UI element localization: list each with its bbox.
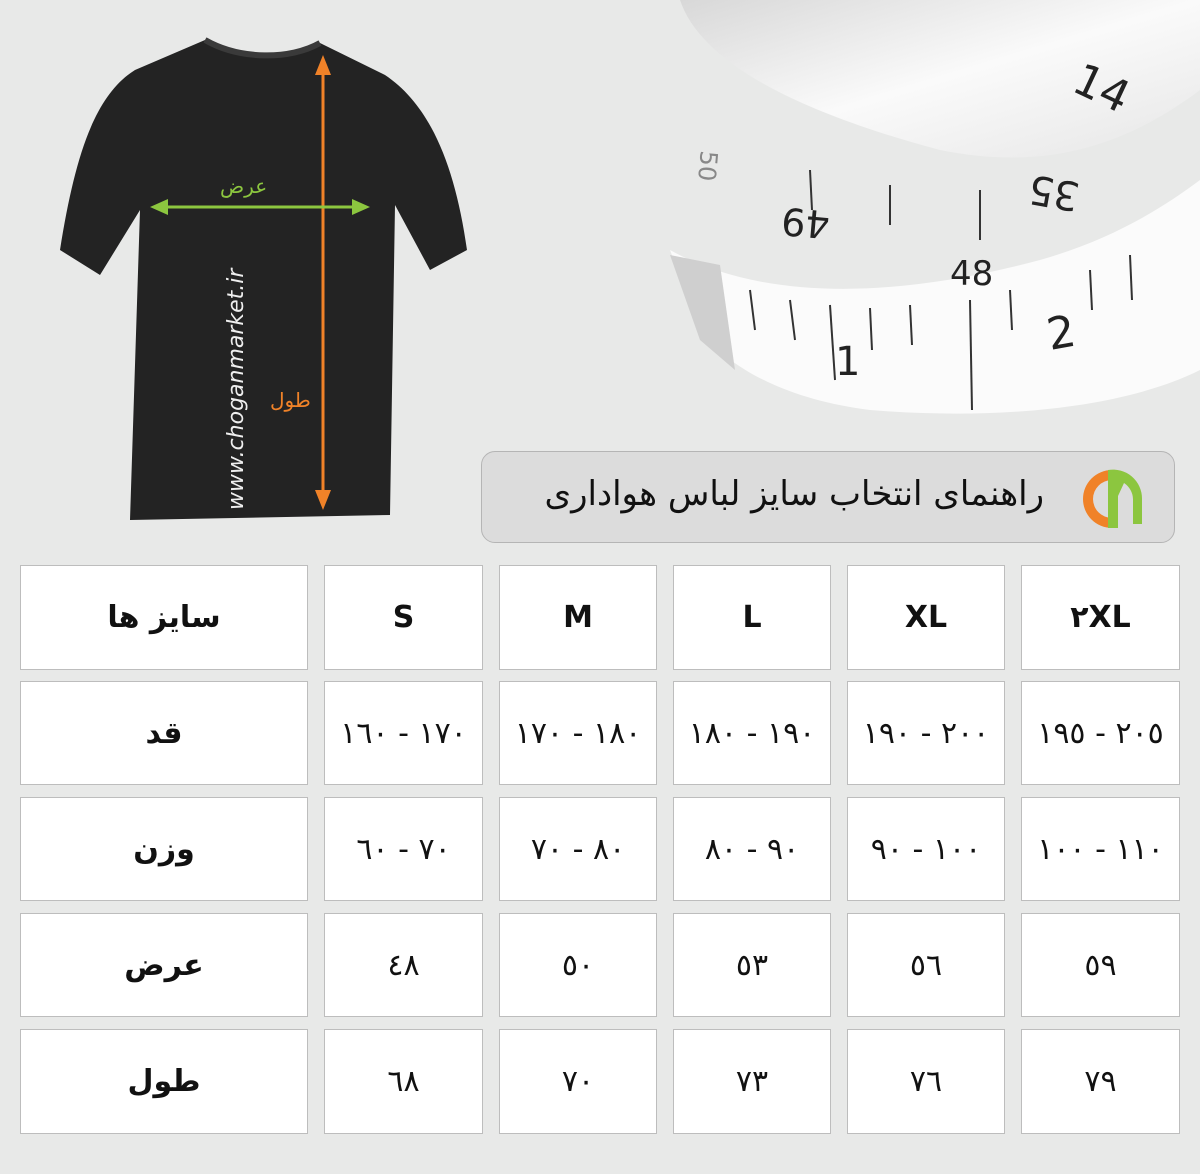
corner-header: سایز ها	[20, 565, 308, 670]
table-cell: ١٩٠ - ١٨٠	[673, 681, 831, 785]
table-cell: ٧٠ - ٦٠	[324, 797, 483, 901]
table-cell: ٨٠ - ٧٠	[499, 797, 657, 901]
row-label: قد	[20, 681, 308, 785]
table-cell: ٥٣	[673, 913, 831, 1017]
table-cell: ٥٩	[1021, 913, 1180, 1017]
length-label: طول	[270, 388, 311, 412]
tape-number: 50	[692, 150, 723, 183]
table-cell: ٩٠ - ٨٠	[673, 797, 831, 901]
table-cell: ٧٩	[1021, 1029, 1180, 1134]
tape-number: 1	[835, 339, 860, 385]
table-cell: ٢٠٥ - ١٩٥	[1021, 681, 1180, 785]
measuring-tape-image: 14 35 49 48 2 1 50	[670, 0, 1200, 414]
title-banner: راهنمای انتخاب سایز لباس هواداری	[481, 451, 1175, 543]
table-cell: ٦٨	[324, 1029, 483, 1134]
watermark-url: www.choganmarket.ir	[224, 267, 249, 510]
size-header: S	[324, 565, 483, 670]
table-cell: ٧٦	[847, 1029, 1005, 1134]
size-header: XL	[847, 565, 1005, 670]
table-cell: ١٠٠ - ٩٠	[847, 797, 1005, 901]
table-cell: ١١٠ - ١٠٠	[1021, 797, 1180, 901]
tape-number: 35	[1025, 165, 1083, 219]
tape-number: 48	[950, 254, 993, 294]
size-header: ٢XL	[1021, 565, 1180, 670]
table-cell: ٧٠	[499, 1029, 657, 1134]
table-cell: ٥٦	[847, 913, 1005, 1017]
size-header: L	[673, 565, 831, 670]
page-title: راهنمای انتخاب سایز لباس هواداری	[544, 474, 1044, 514]
row-label: عرض	[20, 913, 308, 1017]
brand-logo	[1083, 469, 1143, 528]
table-cell: ٢٠٠ - ١٩٠	[847, 681, 1005, 785]
table-cell: ٤٨	[324, 913, 483, 1017]
table-cell: ١٧٠ - ١٦٠	[324, 681, 483, 785]
tshirt-illustration: عرض طول www.choganmarket.ir	[60, 37, 467, 520]
table-cell: ٧٣	[673, 1029, 831, 1134]
tape-number: 49	[780, 199, 832, 247]
table-cell: ١٨٠ - ١٧٠	[499, 681, 657, 785]
row-label: وزن	[20, 797, 308, 901]
table-cell: ٥٠	[499, 913, 657, 1017]
row-label: طول	[20, 1029, 308, 1134]
width-label: عرض	[220, 174, 267, 198]
size-header: M	[499, 565, 657, 670]
